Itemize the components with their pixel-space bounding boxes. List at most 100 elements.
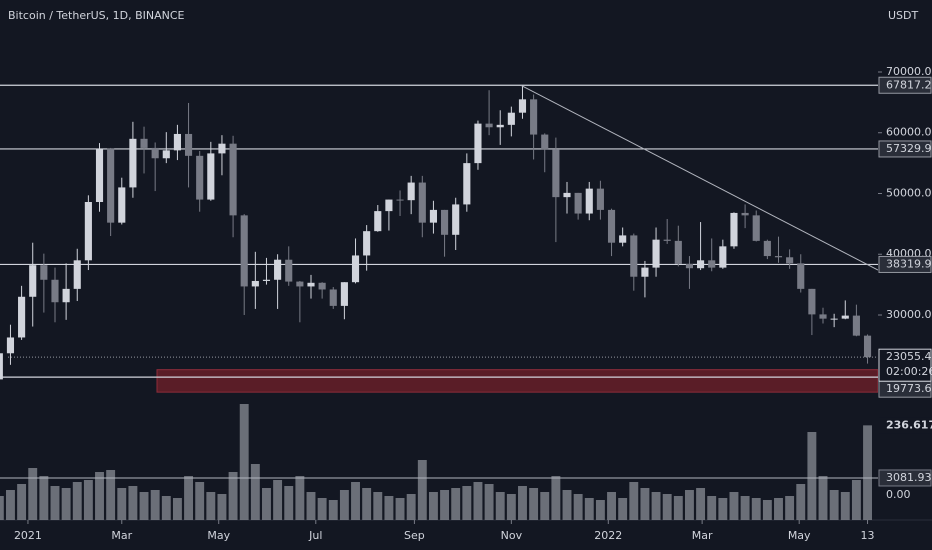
level-label-box — [878, 255, 932, 273]
candle-body — [830, 318, 838, 320]
candle-body — [18, 296, 26, 338]
level-label: 57329.93 — [886, 142, 932, 155]
candle-body — [663, 239, 671, 241]
volume-bar — [518, 486, 527, 520]
candle-body — [251, 280, 259, 287]
candle-body — [730, 212, 738, 247]
volume-bar — [428, 492, 438, 520]
countdown: 02:00:26 — [886, 365, 932, 378]
candle-body — [452, 204, 460, 235]
candle-body — [162, 150, 170, 159]
volume-label-box — [879, 417, 931, 434]
volume-bar — [328, 500, 338, 520]
candle-body — [441, 209, 449, 235]
candle-body — [184, 133, 193, 156]
volume-bar — [351, 482, 360, 520]
volume-bar — [651, 492, 661, 520]
candle-body — [84, 201, 92, 261]
level-label: 38319.95 — [886, 257, 932, 270]
volume-bar — [740, 496, 750, 520]
zone — [156, 369, 878, 393]
volume-bar — [484, 484, 494, 520]
volume-bar — [384, 496, 394, 520]
candle-body — [429, 209, 437, 223]
x-tick-label: May — [788, 529, 811, 542]
candle-body — [407, 182, 415, 201]
volume-bar — [595, 500, 605, 520]
volume-bar — [262, 488, 271, 520]
x-tick-label: 13 — [861, 529, 875, 542]
volume-bar — [195, 482, 205, 520]
volume-bar — [863, 425, 872, 520]
volume-bar — [139, 492, 149, 520]
volume-bar — [629, 482, 639, 520]
candle-body — [40, 265, 48, 280]
volume-bar — [72, 482, 82, 520]
volume-bar — [762, 500, 772, 520]
volume-bar — [6, 490, 15, 520]
chart-title: Bitcoin / TetherUS, 1D, BINANCE — [8, 9, 185, 22]
volume-bar — [785, 496, 795, 520]
volume-bar — [273, 480, 283, 520]
candle-body — [607, 209, 616, 243]
volume-bar — [696, 488, 706, 520]
candle-body — [262, 279, 271, 281]
candle-body — [697, 260, 705, 269]
candle-body — [496, 124, 504, 128]
volume-bar — [228, 472, 238, 520]
candle-body — [6, 337, 15, 354]
candle-body — [329, 289, 337, 306]
volume-bar — [562, 490, 572, 520]
candle-body — [774, 256, 783, 258]
candle-body — [107, 148, 115, 223]
volume-bar — [61, 488, 71, 520]
volume-bar — [618, 498, 628, 520]
candle-body — [218, 143, 226, 154]
candle-body — [786, 257, 794, 264]
volume-ma-box — [878, 469, 932, 487]
volume-value-label: 236.617K — [886, 418, 932, 431]
candle-body — [485, 123, 493, 128]
x-tick-label: Nov — [501, 529, 523, 542]
x-tick-label: Mar — [111, 529, 132, 542]
price-axis: 30000.0040000.0050000.0060000.0070000.00… — [878, 65, 932, 501]
candle-body — [852, 315, 860, 336]
candle-body — [797, 263, 805, 289]
volume-bar — [417, 460, 427, 520]
candle-body — [474, 123, 482, 164]
candle-body — [708, 260, 716, 268]
candle-body — [118, 187, 126, 223]
candle-body — [630, 235, 638, 277]
volume-bar — [462, 486, 472, 520]
volume-bar — [117, 488, 127, 520]
volume-bar — [796, 484, 806, 520]
volume-bar — [17, 484, 27, 520]
volume-bar — [39, 476, 49, 520]
volume-bar — [339, 490, 349, 520]
volume-bar — [840, 492, 850, 520]
volume-bar — [284, 486, 294, 520]
volume-bar — [673, 496, 683, 520]
candle-body — [95, 148, 104, 202]
volume-bar — [128, 486, 138, 520]
volume-bar — [406, 494, 416, 520]
plot-area — [0, 84, 878, 520]
level-label-box — [878, 76, 932, 94]
volume-bar — [106, 470, 116, 520]
level-label-box — [878, 140, 932, 158]
candle-body — [151, 147, 159, 159]
candle-body — [518, 99, 527, 113]
x-tick-label: 2021 — [14, 529, 42, 542]
candle-body — [340, 282, 348, 306]
candle-body — [741, 212, 749, 216]
candle-body — [296, 281, 304, 287]
candle-body — [552, 149, 560, 198]
volume-bar — [150, 490, 160, 520]
candle-body — [819, 314, 827, 319]
volume-bar — [28, 468, 38, 520]
volume-bar — [640, 488, 650, 520]
volume-bar — [506, 494, 516, 520]
candle-body — [418, 182, 426, 223]
candle-body — [351, 255, 360, 283]
candle-body — [530, 99, 538, 135]
